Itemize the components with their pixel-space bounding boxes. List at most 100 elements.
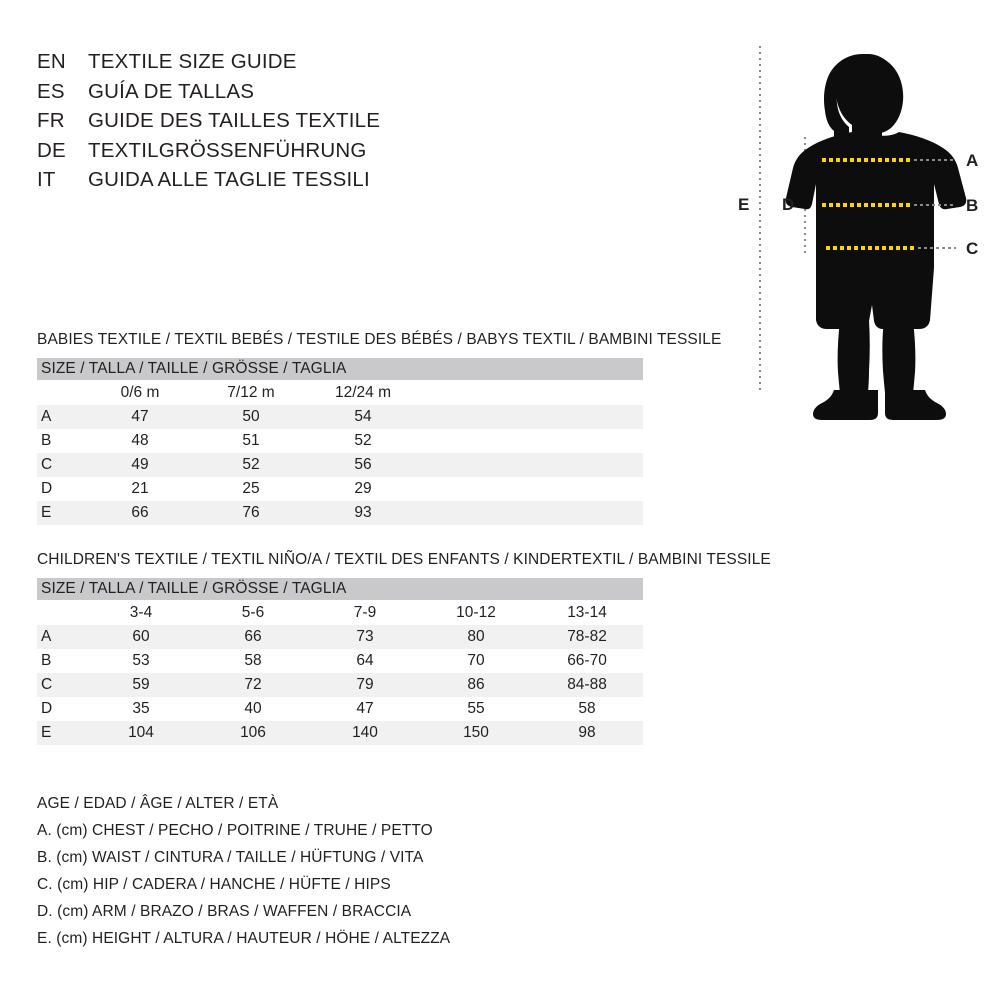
children-textile-section: CHILDREN'S TEXTILE / TEXTIL NIÑO/A / TEX…: [37, 550, 771, 745]
children-section-title: CHILDREN'S TEXTILE / TEXTIL NIÑO/A / TEX…: [37, 551, 771, 568]
figure-label-e: E: [738, 195, 749, 214]
cell-value: 51: [195, 429, 307, 453]
cell-value: 78-82: [531, 625, 644, 649]
table-row: D 35 40 47 55 58: [37, 697, 644, 721]
table-row: B 48 51 52: [37, 429, 644, 453]
cell-value: 50: [195, 405, 307, 429]
language-title: TEXTILE SIZE GUIDE: [88, 50, 297, 73]
table-row: C 49 52 56: [37, 453, 644, 477]
cell-value: 70: [421, 649, 531, 673]
language-code: DE: [37, 138, 66, 162]
babies-textile-section: BABIES TEXTILE / TEXTIL BEBÉS / TESTILE …: [37, 330, 722, 525]
figure-label-d: D: [782, 195, 794, 214]
row-label: D: [37, 477, 85, 501]
figure-label-c: C: [966, 239, 978, 258]
child-body-silhouette: [785, 54, 967, 420]
children-column-header: 5-6: [197, 600, 309, 625]
cell-value: 58: [531, 697, 644, 721]
language-code: ES: [37, 79, 65, 103]
row-label: C: [37, 673, 85, 697]
babies-section-title: BABIES TEXTILE / TEXTIL BEBÉS / TESTILE …: [37, 331, 722, 348]
cell-value: 72: [197, 673, 309, 697]
cell-value: 93: [307, 501, 419, 525]
language-title-block: EN TEXTILE SIZE GUIDE ES GUÍA DE TALLAS …: [37, 50, 457, 198]
legend-line-b-waist: B. (cm) WAIST / CINTURA / TAILLE / HÜFTU…: [37, 849, 424, 866]
row-label: B: [37, 429, 85, 453]
cell-empty: [419, 405, 644, 429]
language-row-fr: FR GUIDE DES TAILLES TEXTILE: [37, 109, 457, 139]
babies-corner-cell: [37, 380, 85, 405]
figure-label-b: B: [966, 196, 978, 215]
cell-value: 35: [85, 697, 197, 721]
children-column-header: 10-12: [421, 600, 531, 625]
cell-value: 79: [309, 673, 421, 697]
cell-value: 49: [85, 453, 195, 477]
babies-column-header: 7/12 m: [195, 380, 307, 405]
cell-value: 98: [531, 721, 644, 745]
language-row-es: ES GUÍA DE TALLAS: [37, 80, 457, 110]
language-row-de: DE TEXTILGRÖSSENFÜHRUNG: [37, 139, 457, 169]
cell-value: 29: [307, 477, 419, 501]
children-banner-row: SIZE / TALLA / TAILLE / GRÖSSE / TAGLIA: [37, 578, 644, 600]
babies-column-header: 12/24 m: [307, 380, 419, 405]
table-row: A 47 50 54: [37, 405, 644, 429]
language-title: GUIDA ALLE TAGLIE TESSILI: [88, 168, 370, 191]
table-row: A 60 66 73 80 78-82: [37, 625, 644, 649]
children-size-table: SIZE / TALLA / TAILLE / GRÖSSE / TAGLIA …: [37, 578, 644, 745]
table-row: D 21 25 29: [37, 477, 644, 501]
legend-line-e-height: E. (cm) HEIGHT / ALTURA / HAUTEUR / HÖHE…: [37, 930, 451, 947]
row-label: E: [37, 721, 85, 745]
cell-value: 140: [309, 721, 421, 745]
table-row: E 66 76 93: [37, 501, 644, 525]
legend-line-d-arm: D. (cm) ARM / BRAZO / BRAS / WAFFEN / BR…: [37, 903, 412, 920]
cell-value: 48: [85, 429, 195, 453]
children-column-header: 3-4: [85, 600, 197, 625]
language-title: GUÍA DE TALLAS: [88, 79, 255, 103]
cell-value: 56: [307, 453, 419, 477]
cell-value: 76: [195, 501, 307, 525]
cell-value: 21: [85, 477, 195, 501]
language-title: GUIDE DES TAILLES TEXTILE: [88, 109, 381, 132]
row-label: A: [37, 405, 85, 429]
cell-value: 55: [421, 697, 531, 721]
language-code: EN: [37, 50, 66, 73]
cell-value: 66: [85, 501, 195, 525]
measurement-figure-panel: A B C D E: [700, 20, 1000, 420]
cell-value: 25: [195, 477, 307, 501]
cell-value: 59: [85, 673, 197, 697]
cell-value: 150: [421, 721, 531, 745]
cell-value: 60: [85, 625, 197, 649]
cell-value: 58: [197, 649, 309, 673]
cell-value: 80: [421, 625, 531, 649]
cell-value: 54: [307, 405, 419, 429]
cell-value: 66: [197, 625, 309, 649]
cell-value: 52: [307, 429, 419, 453]
row-label: A: [37, 625, 85, 649]
babies-size-table: SIZE / TALLA / TAILLE / GRÖSSE / TAGLIA …: [37, 358, 644, 525]
cell-value: 66-70: [531, 649, 644, 673]
cell-value: 104: [85, 721, 197, 745]
language-row-en: EN TEXTILE SIZE GUIDE: [37, 50, 457, 80]
cell-value: 73: [309, 625, 421, 649]
legend-line-c-hip: C. (cm) HIP / CADERA / HANCHE / HÜFTE / …: [37, 876, 391, 893]
legend-line-a-chest: A. (cm) CHEST / PECHO / POITRINE / TRUHE…: [37, 822, 433, 839]
cell-empty: [419, 477, 644, 501]
cell-empty: [419, 453, 644, 477]
language-row-it: IT GUIDA ALLE TAGLIE TESSILI: [37, 168, 457, 198]
babies-banner-row: SIZE / TALLA / TAILLE / GRÖSSE / TAGLIA: [37, 358, 644, 380]
table-row: E 104 106 140 150 98: [37, 721, 644, 745]
row-label: E: [37, 501, 85, 525]
babies-column-header-row: 0/6 m 7/12 m 12/24 m: [37, 380, 644, 405]
child-silhouette-diagram: A B C D E: [738, 46, 978, 420]
children-corner-cell: [37, 600, 85, 625]
cell-value: 106: [197, 721, 309, 745]
cell-value: 47: [309, 697, 421, 721]
cell-value: 53: [85, 649, 197, 673]
babies-column-header: 0/6 m: [85, 380, 195, 405]
babies-banner-label: SIZE / TALLA / TAILLE / GRÖSSE / TAGLIA: [37, 358, 644, 380]
row-label: C: [37, 453, 85, 477]
legend-line-age: AGE / EDAD / ÂGE / ALTER / ETÀ: [37, 795, 279, 812]
cell-value: 64: [309, 649, 421, 673]
babies-filler-cell: [419, 380, 644, 405]
cell-value: 84-88: [531, 673, 644, 697]
